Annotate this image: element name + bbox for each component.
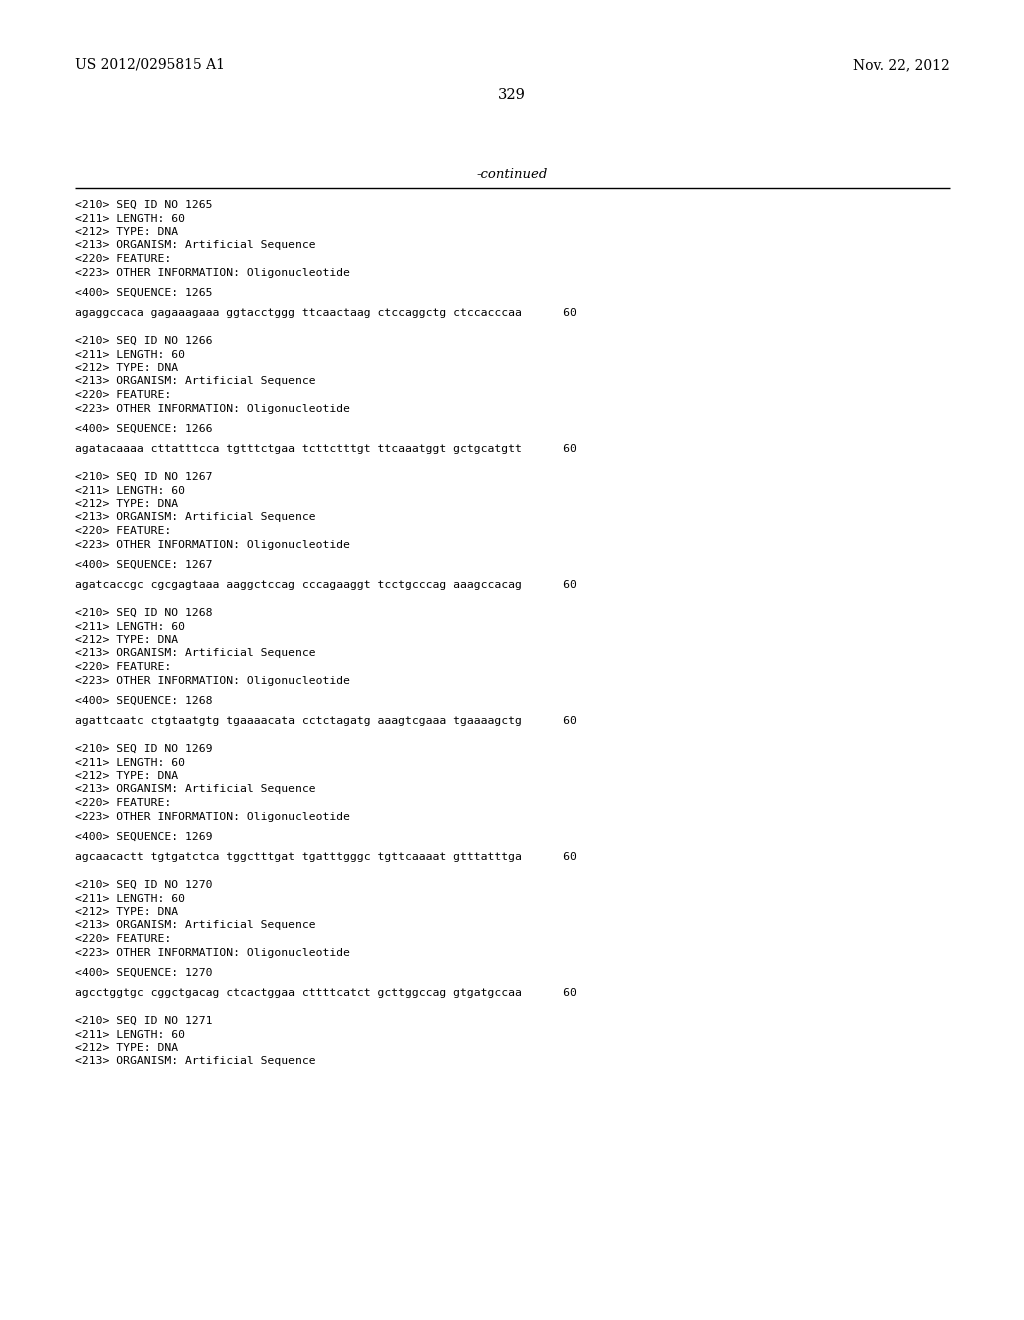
Text: <210> SEQ ID NO 1265: <210> SEQ ID NO 1265	[75, 201, 213, 210]
Text: <220> FEATURE:: <220> FEATURE:	[75, 799, 171, 808]
Text: <223> OTHER INFORMATION: Oligonucleotide: <223> OTHER INFORMATION: Oligonucleotide	[75, 404, 350, 413]
Text: -continued: -continued	[476, 168, 548, 181]
Text: US 2012/0295815 A1: US 2012/0295815 A1	[75, 58, 225, 73]
Text: <220> FEATURE:: <220> FEATURE:	[75, 253, 171, 264]
Text: <212> TYPE: DNA: <212> TYPE: DNA	[75, 499, 178, 510]
Text: <212> TYPE: DNA: <212> TYPE: DNA	[75, 907, 178, 917]
Text: <212> TYPE: DNA: <212> TYPE: DNA	[75, 363, 178, 374]
Text: <210> SEQ ID NO 1267: <210> SEQ ID NO 1267	[75, 473, 213, 482]
Text: <213> ORGANISM: Artificial Sequence: <213> ORGANISM: Artificial Sequence	[75, 920, 315, 931]
Text: <210> SEQ ID NO 1269: <210> SEQ ID NO 1269	[75, 744, 213, 754]
Text: <212> TYPE: DNA: <212> TYPE: DNA	[75, 227, 178, 238]
Text: <220> FEATURE:: <220> FEATURE:	[75, 525, 171, 536]
Text: <213> ORGANISM: Artificial Sequence: <213> ORGANISM: Artificial Sequence	[75, 648, 315, 659]
Text: <223> OTHER INFORMATION: Oligonucleotide: <223> OTHER INFORMATION: Oligonucleotide	[75, 268, 350, 277]
Text: <211> LENGTH: 60: <211> LENGTH: 60	[75, 622, 185, 631]
Text: agaggccaca gagaaagaaa ggtacctggg ttcaactaag ctccaggctg ctccacccaa      60: agaggccaca gagaaagaaa ggtacctggg ttcaact…	[75, 309, 577, 318]
Text: <220> FEATURE:: <220> FEATURE:	[75, 389, 171, 400]
Text: agcctggtgc cggctgacag ctcactggaa cttttcatct gcttggccag gtgatgccaa      60: agcctggtgc cggctgacag ctcactggaa cttttca…	[75, 989, 577, 998]
Text: 329: 329	[498, 88, 526, 102]
Text: <211> LENGTH: 60: <211> LENGTH: 60	[75, 214, 185, 223]
Text: <211> LENGTH: 60: <211> LENGTH: 60	[75, 1030, 185, 1040]
Text: <210> SEQ ID NO 1271: <210> SEQ ID NO 1271	[75, 1016, 213, 1026]
Text: <400> SEQUENCE: 1269: <400> SEQUENCE: 1269	[75, 832, 213, 842]
Text: <213> ORGANISM: Artificial Sequence: <213> ORGANISM: Artificial Sequence	[75, 784, 315, 795]
Text: <400> SEQUENCE: 1267: <400> SEQUENCE: 1267	[75, 560, 213, 570]
Text: <223> OTHER INFORMATION: Oligonucleotide: <223> OTHER INFORMATION: Oligonucleotide	[75, 812, 350, 821]
Text: <223> OTHER INFORMATION: Oligonucleotide: <223> OTHER INFORMATION: Oligonucleotide	[75, 676, 350, 685]
Text: <400> SEQUENCE: 1268: <400> SEQUENCE: 1268	[75, 696, 213, 706]
Text: <213> ORGANISM: Artificial Sequence: <213> ORGANISM: Artificial Sequence	[75, 376, 315, 387]
Text: agcaacactt tgtgatctca tggctttgat tgatttgggc tgttcaaaat gtttatttga      60: agcaacactt tgtgatctca tggctttgat tgatttg…	[75, 853, 577, 862]
Text: <400> SEQUENCE: 1265: <400> SEQUENCE: 1265	[75, 288, 213, 298]
Text: agattcaatc ctgtaatgtg tgaaaacata cctctagatg aaagtcgaaa tgaaaagctg      60: agattcaatc ctgtaatgtg tgaaaacata cctctag…	[75, 717, 577, 726]
Text: Nov. 22, 2012: Nov. 22, 2012	[853, 58, 950, 73]
Text: <213> ORGANISM: Artificial Sequence: <213> ORGANISM: Artificial Sequence	[75, 240, 315, 251]
Text: agatcaccgc cgcgagtaaa aaggctccag cccagaaggt tcctgcccag aaagccacag      60: agatcaccgc cgcgagtaaa aaggctccag cccagaa…	[75, 581, 577, 590]
Text: <220> FEATURE:: <220> FEATURE:	[75, 935, 171, 944]
Text: <213> ORGANISM: Artificial Sequence: <213> ORGANISM: Artificial Sequence	[75, 1056, 315, 1067]
Text: agatacaaaa cttatttcca tgtttctgaa tcttctttgt ttcaaatggt gctgcatgtt      60: agatacaaaa cttatttcca tgtttctgaa tcttctt…	[75, 445, 577, 454]
Text: <400> SEQUENCE: 1266: <400> SEQUENCE: 1266	[75, 424, 213, 434]
Text: <400> SEQUENCE: 1270: <400> SEQUENCE: 1270	[75, 968, 213, 978]
Text: <223> OTHER INFORMATION: Oligonucleotide: <223> OTHER INFORMATION: Oligonucleotide	[75, 948, 350, 957]
Text: <223> OTHER INFORMATION: Oligonucleotide: <223> OTHER INFORMATION: Oligonucleotide	[75, 540, 350, 549]
Text: <210> SEQ ID NO 1268: <210> SEQ ID NO 1268	[75, 609, 213, 618]
Text: <220> FEATURE:: <220> FEATURE:	[75, 663, 171, 672]
Text: <211> LENGTH: 60: <211> LENGTH: 60	[75, 758, 185, 767]
Text: <210> SEQ ID NO 1270: <210> SEQ ID NO 1270	[75, 880, 213, 890]
Text: <212> TYPE: DNA: <212> TYPE: DNA	[75, 635, 178, 645]
Text: <213> ORGANISM: Artificial Sequence: <213> ORGANISM: Artificial Sequence	[75, 512, 315, 523]
Text: <212> TYPE: DNA: <212> TYPE: DNA	[75, 1043, 178, 1053]
Text: <211> LENGTH: 60: <211> LENGTH: 60	[75, 894, 185, 903]
Text: <211> LENGTH: 60: <211> LENGTH: 60	[75, 486, 185, 495]
Text: <212> TYPE: DNA: <212> TYPE: DNA	[75, 771, 178, 781]
Text: <211> LENGTH: 60: <211> LENGTH: 60	[75, 350, 185, 359]
Text: <210> SEQ ID NO 1266: <210> SEQ ID NO 1266	[75, 337, 213, 346]
